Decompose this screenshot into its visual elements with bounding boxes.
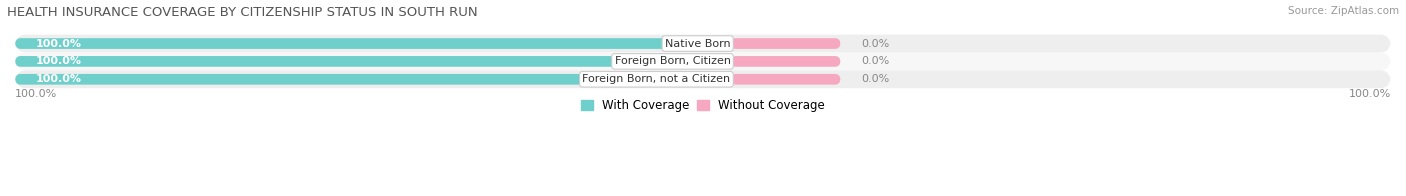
Text: Foreign Born, not a Citizen: Foreign Born, not a Citizen bbox=[582, 74, 731, 84]
Legend: With Coverage, Without Coverage: With Coverage, Without Coverage bbox=[581, 99, 825, 112]
FancyBboxPatch shape bbox=[15, 53, 1391, 70]
FancyBboxPatch shape bbox=[15, 70, 1391, 88]
FancyBboxPatch shape bbox=[15, 35, 1391, 53]
FancyBboxPatch shape bbox=[731, 74, 841, 85]
Text: 100.0%: 100.0% bbox=[35, 74, 82, 84]
FancyBboxPatch shape bbox=[15, 56, 731, 67]
Text: Foreign Born, Citizen: Foreign Born, Citizen bbox=[614, 56, 731, 66]
Text: HEALTH INSURANCE COVERAGE BY CITIZENSHIP STATUS IN SOUTH RUN: HEALTH INSURANCE COVERAGE BY CITIZENSHIP… bbox=[7, 6, 478, 19]
Text: Source: ZipAtlas.com: Source: ZipAtlas.com bbox=[1288, 6, 1399, 16]
Text: 100.0%: 100.0% bbox=[1348, 89, 1391, 99]
Text: Native Born: Native Born bbox=[665, 39, 731, 49]
Text: 0.0%: 0.0% bbox=[862, 39, 890, 49]
Text: 100.0%: 100.0% bbox=[35, 56, 82, 66]
Text: 100.0%: 100.0% bbox=[35, 39, 82, 49]
FancyBboxPatch shape bbox=[731, 56, 841, 67]
FancyBboxPatch shape bbox=[731, 38, 841, 49]
Text: 0.0%: 0.0% bbox=[862, 56, 890, 66]
FancyBboxPatch shape bbox=[15, 74, 731, 85]
Text: 0.0%: 0.0% bbox=[862, 74, 890, 84]
FancyBboxPatch shape bbox=[15, 38, 731, 49]
Text: 100.0%: 100.0% bbox=[15, 89, 58, 99]
